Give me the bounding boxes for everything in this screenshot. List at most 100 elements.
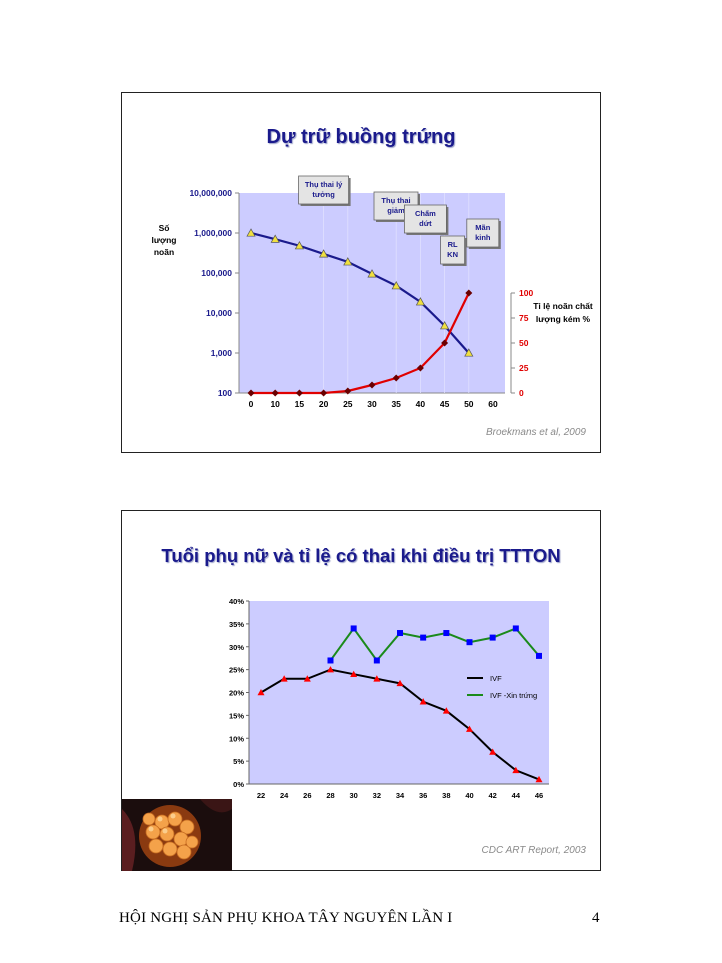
x-tick-label: 50	[464, 399, 474, 409]
slide-age-pregnancy: Tuổi phụ nữ và tỉ lệ có thai khi điều tr…	[121, 510, 601, 871]
slide-ovarian-reserve: Dự trữ buồng trứng 100 1,000 10,000 100,000…	[121, 92, 601, 453]
x-tick-label: 20	[319, 399, 329, 409]
data-point	[466, 639, 473, 646]
data-point	[257, 689, 265, 696]
annotation-bg	[466, 218, 500, 248]
data-point	[441, 339, 449, 347]
y-left-tick-label: 100	[218, 388, 232, 398]
annotation-text: tưởng	[312, 190, 335, 199]
data-point	[373, 657, 380, 664]
data-point	[247, 389, 255, 397]
footer-conference: HỘI NGHỊ SẢN PHỤ KHOA TÂY NGUYÊN LẦN I	[119, 910, 453, 926]
data-point	[419, 698, 427, 705]
x-tick-label: 45	[440, 399, 450, 409]
annotation-text: giảm	[387, 206, 405, 215]
y-tick-label: 35%	[229, 620, 244, 629]
series-line	[250, 231, 470, 354]
x-tick-label: 46	[535, 791, 543, 800]
data-point	[466, 725, 473, 732]
x-tick-label: 30	[367, 399, 377, 409]
data-point	[415, 297, 425, 306]
data-point	[367, 269, 377, 278]
y-tick-label: 30%	[229, 643, 244, 652]
y-left-tick-label: 100,000	[201, 268, 232, 278]
x-tick-label: 15	[295, 399, 305, 409]
data-point	[512, 766, 520, 774]
x-tick-label: 40	[416, 399, 426, 409]
x-tick-label: 44	[512, 791, 521, 800]
data-point	[440, 321, 450, 330]
slide-title: Dự trữ buồng trứng	[266, 126, 456, 148]
left-axis-label: lượng	[152, 235, 177, 245]
annotation-text: Thụ thai	[381, 196, 410, 205]
annotation-text: Thụ thai lý	[305, 180, 343, 189]
data-point	[320, 389, 328, 397]
data-point	[489, 634, 496, 641]
x-tick-label: 60	[488, 399, 498, 409]
x-tick-label: 35	[391, 399, 401, 409]
data-point	[416, 364, 424, 372]
annotation-text: kinh	[475, 233, 491, 242]
legend-label: IVF -Xin trứng	[490, 691, 537, 700]
plot-area	[239, 193, 505, 393]
data-point	[420, 634, 427, 641]
data-point	[246, 228, 256, 237]
right-axis-label: Tỉ lệ noãn chất	[533, 301, 593, 311]
data-point	[373, 675, 381, 682]
x-tick-label: 36	[419, 791, 427, 800]
y-left-tick-label: 10,000	[206, 308, 232, 318]
annotation-bg	[403, 204, 447, 234]
y-right-tick-label: 75	[519, 313, 529, 323]
y-tick-label: 20%	[229, 689, 244, 698]
data-point	[350, 670, 358, 677]
series-line	[251, 292, 470, 395]
data-point	[442, 707, 450, 714]
data-point	[512, 625, 519, 632]
y-tick-label: 10%	[229, 734, 244, 743]
y-tick-label: 0%	[233, 780, 244, 789]
y-left-tick-label: 1,000	[211, 348, 233, 358]
y-right-tick-label: 25	[519, 363, 529, 373]
data-point	[327, 666, 334, 673]
left-axis-label: Số	[159, 223, 170, 233]
slide-title: Tuổi phụ nữ và tỉ lệ có thai khi điều tr…	[161, 545, 561, 566]
x-tick-label: 28	[326, 791, 334, 800]
annotation-bg	[298, 175, 350, 205]
x-tick-label: 32	[373, 791, 381, 800]
annotation-text: Mãn	[475, 223, 490, 232]
legend-label: IVF	[490, 674, 502, 683]
annotation-text: KN	[447, 250, 458, 259]
data-point	[396, 679, 404, 687]
age-pregnancy-chart: 0% 5% 10% 15% 20% 25% 30% 35% 40% 22 24 26 28 30 32 34 3…	[229, 597, 549, 800]
data-point	[535, 775, 543, 783]
data-point	[327, 657, 334, 664]
annotation-text: RL	[448, 240, 458, 249]
data-point	[350, 625, 357, 632]
data-point	[391, 281, 401, 290]
data-point	[465, 289, 473, 297]
data-point	[294, 241, 304, 250]
data-point	[271, 389, 279, 397]
data-point	[295, 389, 303, 397]
annotation-text: Chấm	[415, 209, 436, 218]
data-point	[464, 348, 474, 357]
x-tick-label: 26	[303, 791, 311, 800]
data-point	[270, 234, 280, 243]
ovarian-reserve-chart: 1001,00010,000100,0001,000,00010,000,000…	[152, 175, 593, 409]
y-left-tick-label: 1,000,000	[194, 228, 232, 238]
data-point	[343, 257, 353, 266]
x-tick-label: 24	[280, 791, 289, 800]
data-point	[368, 381, 376, 389]
y-left-tick-label: 10,000,000	[189, 188, 232, 198]
citation: CDC ART Report, 2003	[481, 845, 587, 856]
right-axis-label: lượng kém %	[536, 314, 591, 324]
x-tick-label: 10	[270, 399, 280, 409]
y-right-tick-label: 50	[519, 338, 529, 348]
data-point	[443, 630, 450, 637]
data-point	[319, 249, 329, 258]
y-right-tick-label: 0	[519, 388, 524, 398]
